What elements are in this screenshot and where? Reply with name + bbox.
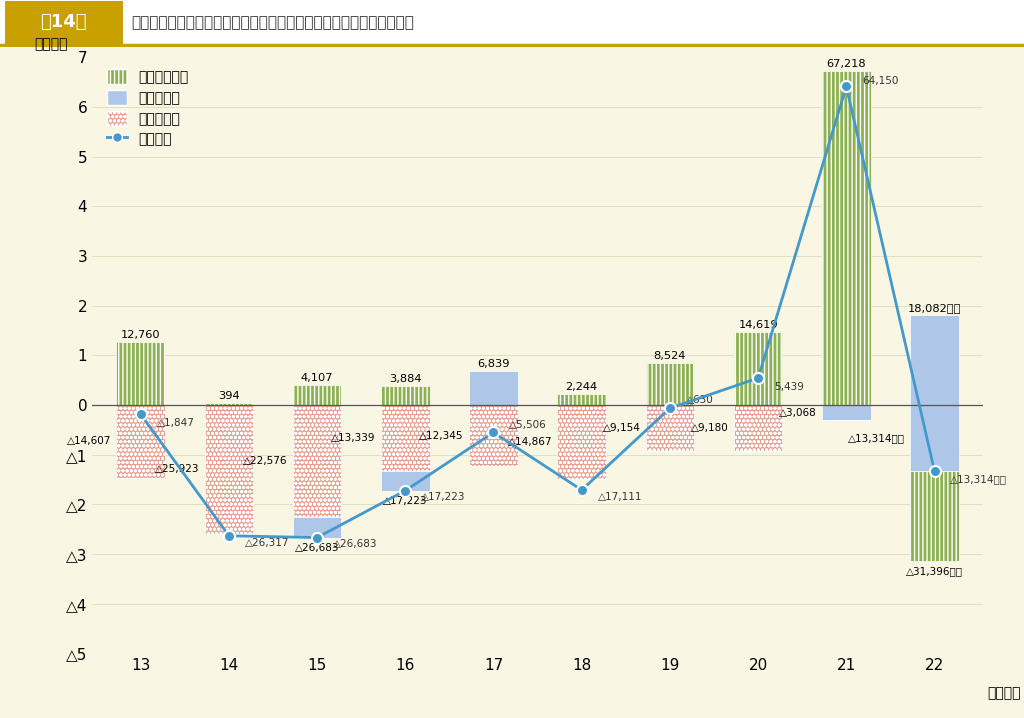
- Bar: [469, 371, 518, 405]
- Text: 2,244: 2,244: [565, 382, 598, 392]
- Text: 歳出決算増減額に占める義務的経費、投資的経費等の増減額の推移: 歳出決算増減額に占める義務的経費、投資的経費等の増減額の推移: [131, 15, 414, 30]
- Text: 3,884: 3,884: [389, 374, 422, 384]
- Text: △1,847: △1,847: [157, 418, 195, 428]
- Bar: [381, 471, 429, 490]
- Text: △5,506: △5,506: [509, 420, 547, 430]
- Bar: [205, 403, 253, 405]
- Bar: [5, 1, 123, 45]
- Text: △17,223: △17,223: [421, 492, 466, 502]
- Text: 6,839: 6,839: [477, 359, 510, 369]
- Text: △9,154: △9,154: [602, 423, 640, 433]
- Bar: [734, 332, 782, 405]
- Text: 18,082億円: 18,082億円: [908, 303, 962, 313]
- Text: 4,107: 4,107: [301, 373, 334, 383]
- Bar: [910, 315, 958, 405]
- Bar: [910, 405, 958, 471]
- Bar: [469, 405, 518, 467]
- Text: 12,760: 12,760: [121, 330, 161, 340]
- Text: △31,396億円: △31,396億円: [906, 566, 963, 576]
- Bar: [381, 386, 429, 405]
- Text: 394: 394: [218, 391, 240, 401]
- Text: △13,314億円: △13,314億円: [848, 433, 905, 443]
- Bar: [646, 363, 694, 405]
- Text: 8,524: 8,524: [653, 351, 686, 360]
- Text: △14,867: △14,867: [508, 437, 552, 447]
- Text: △12,345: △12,345: [420, 431, 464, 441]
- Text: △13,314億円: △13,314億円: [950, 474, 1008, 484]
- Text: 67,218: 67,218: [826, 60, 866, 69]
- Text: △17,111: △17,111: [598, 492, 642, 502]
- Text: △630: △630: [686, 395, 714, 405]
- Bar: [293, 405, 341, 517]
- Text: △26,317: △26,317: [245, 538, 289, 549]
- Text: △3,068: △3,068: [779, 408, 817, 418]
- Bar: [117, 342, 165, 405]
- Bar: [557, 405, 606, 479]
- Bar: [910, 471, 958, 561]
- Text: △13,339: △13,339: [331, 433, 376, 443]
- Bar: [734, 405, 782, 451]
- Text: 第14図: 第14図: [40, 14, 87, 32]
- Legend: その他の経費, 義務的経費, 投資的経費, 純増減額: その他の経費, 義務的経費, 投資的経費, 純増減額: [101, 63, 195, 152]
- Text: （兆円）: （兆円）: [34, 37, 68, 52]
- Bar: [117, 405, 165, 477]
- Text: △25,923: △25,923: [155, 465, 200, 475]
- Text: （年度）: （年度）: [987, 686, 1021, 700]
- Text: △9,180: △9,180: [691, 423, 728, 433]
- Text: △22,576: △22,576: [243, 456, 288, 466]
- Text: △14,607: △14,607: [67, 437, 112, 447]
- Bar: [381, 405, 429, 471]
- Bar: [205, 405, 253, 533]
- Bar: [293, 385, 341, 405]
- Bar: [293, 517, 341, 538]
- Text: 64,150: 64,150: [862, 75, 899, 85]
- Bar: [822, 71, 870, 405]
- Text: △17,223: △17,223: [383, 495, 428, 505]
- Bar: [646, 405, 694, 450]
- Text: △26,683: △26,683: [295, 543, 339, 553]
- Bar: [557, 394, 606, 405]
- Text: 14,619: 14,619: [738, 320, 778, 330]
- Text: △26,683: △26,683: [333, 538, 378, 549]
- Bar: [822, 405, 870, 420]
- Text: 5,439: 5,439: [774, 382, 804, 392]
